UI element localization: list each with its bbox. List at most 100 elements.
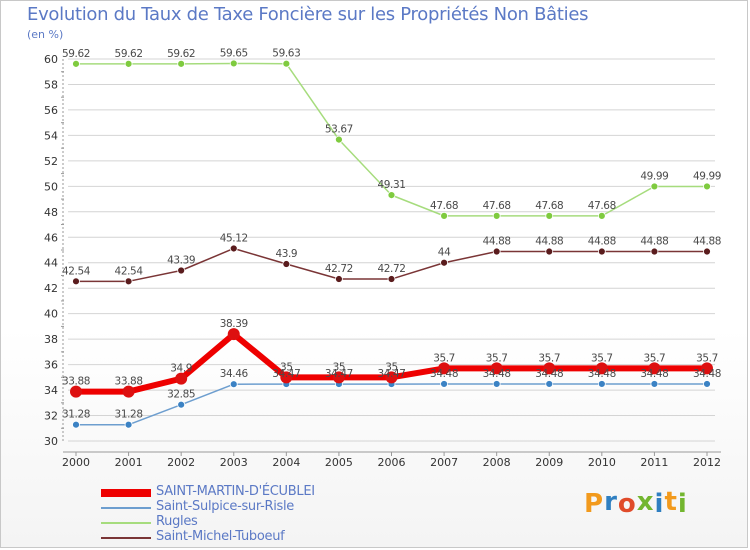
legend-label: SAINT-MARTIN-D'ÉCUBLEI: [156, 484, 315, 499]
data-label: 59.63: [272, 48, 300, 60]
data-point: [229, 380, 238, 389]
data-label: 35.7: [486, 352, 508, 364]
x-tick-label: 2012: [693, 456, 721, 469]
logo-letter: t: [664, 487, 678, 517]
data-label: 34.47: [377, 368, 405, 380]
data-label: 33.88: [62, 376, 90, 388]
y-tick-label: 34: [44, 384, 58, 397]
data-label: 34.48: [535, 368, 563, 380]
y-tick-label: 46: [44, 231, 58, 244]
data-point: [650, 380, 659, 388]
data-point: [385, 371, 398, 384]
data-label: 34.46: [220, 368, 249, 380]
data-point: [387, 191, 396, 200]
data-label: 34.47: [325, 368, 353, 380]
data-point: [124, 59, 133, 68]
data-label: 44.88: [693, 236, 721, 248]
data-point: [227, 328, 240, 341]
data-point: [650, 182, 659, 191]
legend-label: Rugles: [156, 514, 198, 529]
data-label: 44.88: [640, 236, 668, 248]
data-point: [124, 277, 133, 286]
data-label: 44.88: [588, 236, 616, 248]
data-label: 35: [333, 361, 346, 373]
data-point: [545, 380, 554, 388]
chart-title: Evolution du Taux de Taxe Foncière sur l…: [27, 4, 589, 25]
data-point: [70, 385, 82, 398]
data-point: [490, 362, 503, 375]
data-point: [335, 135, 343, 144]
x-tick-label: 2006: [378, 456, 406, 469]
data-label: 59.62: [167, 48, 195, 60]
logo-letter: o: [617, 489, 637, 519]
data-label: 59.65: [220, 47, 248, 59]
legend-label: Saint-Michel-Tuboeuf: [156, 529, 285, 544]
data-point: [440, 211, 448, 220]
data-point: [280, 371, 293, 384]
x-tick-label: 2004: [272, 456, 300, 469]
data-point: [597, 211, 606, 220]
data-point: [545, 211, 554, 220]
data-label: 34.48: [640, 368, 668, 380]
data-point: [175, 372, 188, 385]
data-point: [597, 247, 606, 256]
data-label: 35.7: [591, 352, 613, 364]
legend: SAINT-MARTIN-D'ÉCUBLEI Saint-Sulpice-sur-…: [101, 484, 501, 545]
x-tick-label: 2008: [483, 456, 511, 469]
y-unit-label: (en %): [27, 28, 64, 41]
y-tick-label: 42: [44, 282, 58, 295]
data-label: 35: [385, 361, 398, 373]
data-point: [335, 275, 343, 283]
data-label: 32.85: [167, 389, 195, 401]
y-tick-label: 44: [44, 257, 58, 270]
y-tick-label: 60: [44, 53, 58, 66]
data-point: [492, 211, 501, 220]
data-point: [438, 362, 451, 375]
data-point: [282, 59, 291, 68]
data-point: [703, 247, 711, 256]
data-label: 49.99: [693, 170, 721, 182]
data-label: 42.54: [115, 265, 144, 277]
data-point: [332, 371, 345, 384]
data-point: [597, 380, 606, 388]
logo-letter: P: [584, 489, 605, 519]
data-label: 35.7: [644, 352, 666, 364]
x-tick-label: 2009: [535, 456, 563, 469]
legend-item: SAINT-MARTIN-D'ÉCUBLEI: [101, 484, 501, 500]
data-point: [703, 182, 711, 191]
data-label: 33.88: [115, 376, 143, 388]
data-point: [703, 380, 711, 388]
data-point: [72, 59, 80, 68]
x-tick-label: 2002: [167, 456, 195, 469]
data-label: 44: [438, 247, 451, 259]
data-label: 34.48: [693, 368, 721, 380]
y-tick-label: 56: [44, 104, 58, 117]
data-point: [492, 380, 501, 388]
legend-swatch: [101, 537, 151, 539]
data-label: 45.12: [220, 232, 248, 244]
y-tick-label: 32: [44, 410, 58, 423]
data-point: [492, 247, 501, 256]
proxiti-logo: Proxiti: [584, 487, 688, 519]
data-label: 59.62: [62, 48, 90, 60]
data-label: 31.28: [62, 409, 90, 421]
data-label: 31.28: [115, 409, 143, 421]
data-point: [650, 247, 659, 256]
data-label: 47.68: [430, 200, 458, 212]
legend-swatch: [101, 507, 151, 509]
logo-letter: r: [604, 487, 618, 517]
data-point: [177, 266, 186, 275]
y-tick-label: 36: [44, 359, 58, 372]
data-label: 35.7: [696, 352, 718, 364]
data-point: [543, 362, 556, 375]
data-label: 35.7: [433, 352, 455, 364]
data-label: 44.88: [535, 236, 563, 248]
x-tick-label: 2001: [115, 456, 143, 469]
data-point: [282, 260, 291, 268]
data-label: 47.68: [535, 200, 563, 212]
x-tick-label: 2011: [640, 456, 668, 469]
y-tick-label: 38: [44, 333, 58, 346]
y-tick-label: 48: [44, 206, 58, 219]
data-point: [440, 380, 448, 388]
